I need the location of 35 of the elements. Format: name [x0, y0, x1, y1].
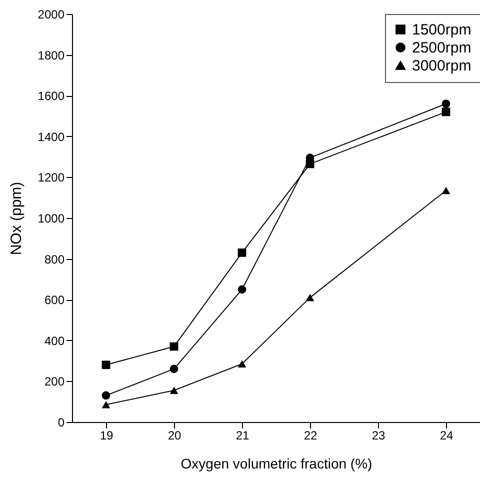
point: [238, 285, 246, 294]
x-tick-label: 21: [236, 428, 250, 442]
y-tick-label: 0: [58, 416, 65, 430]
point: [102, 391, 110, 400]
legend-label: 2500rpm: [412, 40, 472, 56]
y-tick-label: 1400: [38, 130, 65, 144]
y-tick-label: 2000: [38, 8, 65, 22]
point: [306, 294, 314, 302]
point: [170, 342, 178, 351]
point: [102, 401, 110, 408]
point: [442, 186, 450, 194]
x-tick-label: 19: [100, 428, 114, 442]
legend-label: 1500rpm: [412, 22, 472, 38]
y-tick-label: 1000: [38, 212, 65, 226]
y-tick-label: 600: [44, 293, 65, 308]
y-tick-label: 1800: [38, 48, 65, 62]
point: [238, 360, 246, 368]
x-tick-label: 24: [440, 428, 454, 442]
point: [442, 100, 450, 108]
x-tick-label: 22: [304, 428, 318, 442]
x-tick-label: 20: [168, 428, 182, 442]
y-axis-title: NOx (ppm): [8, 182, 25, 256]
y-tick-label: 1200: [38, 170, 65, 185]
y-tick-label: 200: [44, 374, 65, 389]
point: [170, 364, 178, 374]
y-tick-label: 800: [44, 252, 65, 266]
y-tick-label: 1600: [38, 89, 65, 104]
point: [170, 386, 178, 394]
point: [102, 360, 110, 370]
y-tick-label: 400: [44, 334, 65, 348]
x-axis-title: Oxygen volumetric fraction (%): [180, 456, 372, 472]
point: [442, 108, 450, 116]
point: [238, 248, 246, 257]
x-tick-label: 23: [372, 428, 386, 442]
legend-label: 3000rpm: [412, 58, 472, 74]
